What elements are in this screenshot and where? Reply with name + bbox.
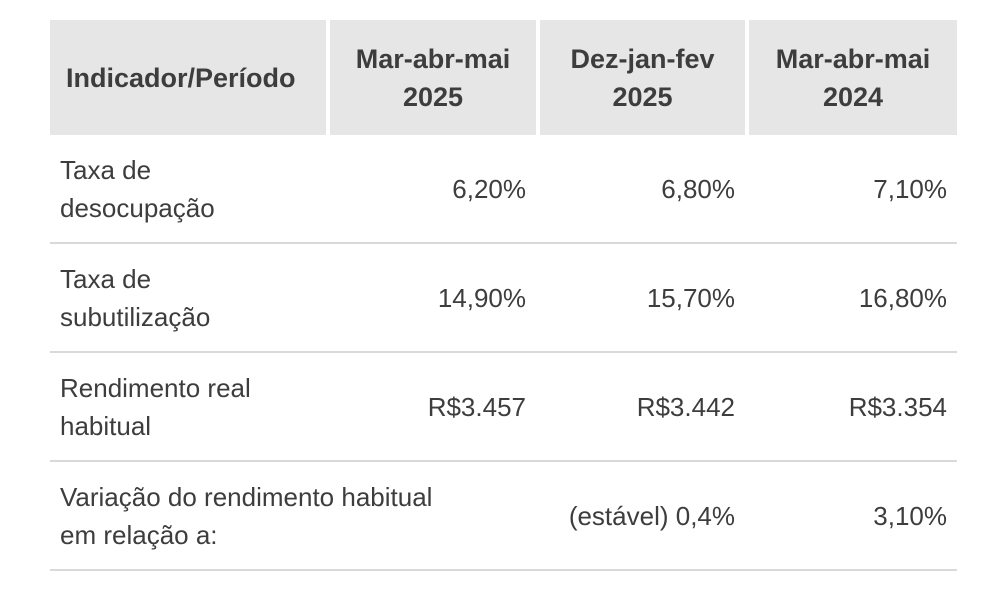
header-label-line2: 2024: [822, 81, 884, 112]
cell-value: 7,10%: [745, 135, 957, 244]
header-label-line1: Mar-abr-mai: [775, 43, 931, 74]
data-table-container: Indicador/Período Mar-abr-mai 2025 Dez-j…: [50, 20, 957, 571]
table-row-desocupacao: Taxa de desocupação 6,20% 6,80% 7,10%: [50, 135, 957, 244]
cell-value: R$3.457: [326, 353, 536, 462]
row-label: Taxa de desocupação: [50, 135, 326, 244]
cell-value: 6,80%: [536, 135, 745, 244]
labor-indicators-table: Indicador/Período Mar-abr-mai 2025 Dez-j…: [50, 20, 957, 571]
row-label: Variação do rendimento habitual em relaç…: [50, 462, 536, 571]
table-row-rendimento: Rendimento real habitual R$3.457 R$3.442…: [50, 353, 957, 462]
header-dez-jan-fev-2025: Dez-jan-fev 2025: [536, 20, 745, 135]
cell-value: 14,90%: [326, 244, 536, 353]
header-indicator-period: Indicador/Período: [50, 20, 326, 135]
header-mar-abr-mai-2024: Mar-abr-mai 2024: [745, 20, 957, 135]
row-label: Taxa de subutilização: [50, 244, 326, 353]
table-row-subutilizacao: Taxa de subutilização 14,90% 15,70% 16,8…: [50, 244, 957, 353]
cell-value: R$3.354: [745, 353, 957, 462]
row-label-line2: habitual: [60, 410, 152, 441]
row-label-line2: em relação a:: [60, 519, 218, 550]
header-label-line2: 2025: [402, 81, 464, 112]
row-label-line1: Taxa de: [60, 154, 152, 185]
cell-value: R$3.442: [536, 353, 745, 462]
cell-value: 6,20%: [326, 135, 536, 244]
table-header-row: Indicador/Período Mar-abr-mai 2025 Dez-j…: [50, 20, 957, 135]
header-label-line1: Dez-jan-fev: [570, 43, 715, 74]
row-label-line1: Variação do rendimento habitual: [60, 481, 433, 512]
header-label-line1: Mar-abr-mai: [355, 43, 511, 74]
table-row-variacao: Variação do rendimento habitual em relaç…: [50, 462, 957, 571]
row-label-line1: Rendimento real: [60, 372, 251, 403]
cell-value: 3,10%: [745, 462, 957, 571]
row-label-line1: Taxa de: [60, 263, 152, 294]
cell-value: (estável) 0,4%: [536, 462, 745, 571]
header-mar-abr-mai-2025: Mar-abr-mai 2025: [326, 20, 536, 135]
row-label-line2: desocupação: [60, 192, 215, 223]
cell-value: 16,80%: [745, 244, 957, 353]
header-label-line2: 2025: [612, 81, 673, 112]
header-label: Indicador/Período: [66, 62, 296, 93]
row-label: Rendimento real habitual: [50, 353, 326, 462]
row-label-line2: subutilização: [60, 301, 211, 332]
cell-value: 15,70%: [536, 244, 745, 353]
